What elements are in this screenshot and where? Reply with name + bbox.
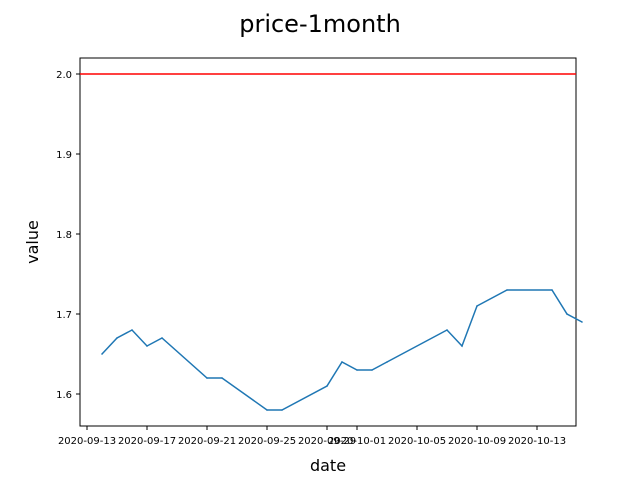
y-tick-label: 1.8 <box>56 230 72 241</box>
data-point <box>221 377 223 379</box>
x-tick-label: 2020-09-21 <box>178 436 236 447</box>
x-tick-label: 2020-10-01 <box>328 436 386 447</box>
data-point <box>356 369 358 371</box>
data-point <box>386 361 388 363</box>
chart-title: price-1month <box>239 10 401 38</box>
data-point <box>266 409 268 411</box>
series-line <box>101 289 583 411</box>
data-point <box>146 345 148 347</box>
x-axis-title: date <box>310 456 346 475</box>
x-tick-label: 2020-09-13 <box>58 436 116 447</box>
data-point <box>281 409 283 411</box>
data-point <box>506 289 508 291</box>
x-tick-label: 2020-10-09 <box>448 436 506 447</box>
data-point <box>131 329 133 331</box>
x-tick-label: 2020-09-29 <box>298 436 356 447</box>
data-point <box>341 361 343 363</box>
plot-area <box>79 57 577 427</box>
y-tick-label: 2.0 <box>56 70 72 81</box>
y-axis-title: value <box>23 220 42 264</box>
y-tick-label: 1.7 <box>56 310 72 321</box>
data-point <box>476 305 478 307</box>
data-point <box>566 313 568 315</box>
x-axis: 2020-09-13 2020-09-17 2020-09-21 2020-09-25… <box>58 426 566 447</box>
plot-content <box>80 73 583 411</box>
x-tick-label: 2020-09-25 <box>238 436 296 447</box>
x-tick-label: 2020-10-13 <box>508 436 566 447</box>
data-point <box>326 385 328 387</box>
data-point <box>116 337 118 339</box>
data-point <box>461 345 463 347</box>
y-tick-label: 1.9 <box>56 150 72 161</box>
data-point <box>161 337 163 339</box>
data-point <box>581 321 583 323</box>
x-tick-label: 2020-09-17 <box>118 436 176 447</box>
data-point <box>446 329 448 331</box>
x-tick-label: 2020-10-05 <box>388 436 446 447</box>
y-tick-label: 1.6 <box>56 390 72 401</box>
data-point <box>101 353 103 355</box>
data-point <box>206 377 208 379</box>
data-point <box>371 369 373 371</box>
y-axis: 1.6 1.7 1.8 1.9 2.0 <box>56 70 80 401</box>
data-point <box>551 289 553 291</box>
